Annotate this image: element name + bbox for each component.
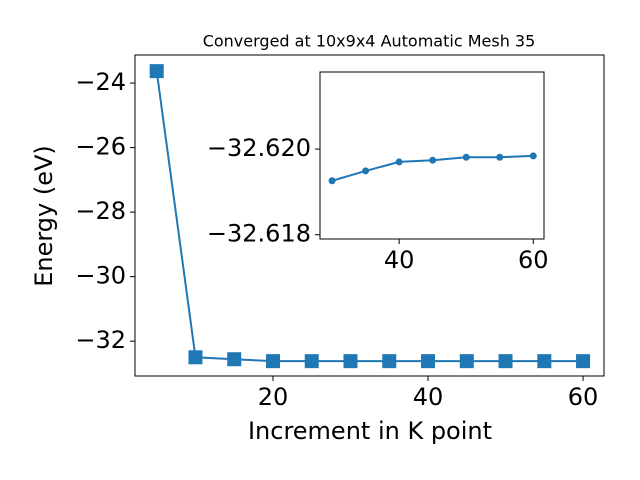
marker — [462, 153, 470, 161]
marker — [576, 354, 591, 369]
marker — [382, 354, 397, 369]
marker — [328, 177, 336, 185]
marker — [537, 354, 552, 369]
y-tick-label: −26 — [75, 133, 126, 161]
x-tick-label: 40 — [384, 246, 415, 274]
y-axis-label: Energy (eV) — [30, 145, 58, 287]
y-tick-label: −32 — [75, 326, 126, 354]
y-tick-label: −24 — [75, 68, 126, 96]
marker — [149, 64, 164, 79]
marker — [227, 352, 242, 367]
marker — [498, 354, 513, 369]
y-tick-label: −28 — [75, 197, 126, 225]
chart-title: Converged at 10x9x4 Automatic Mesh 35 — [203, 32, 536, 51]
y-tick-label: −32.618 — [207, 220, 311, 248]
y-tick-label: −30 — [75, 262, 126, 290]
marker — [421, 354, 436, 369]
x-tick-label: 20 — [258, 383, 289, 411]
marker — [304, 354, 319, 369]
marker — [429, 156, 437, 164]
marker — [529, 152, 537, 160]
marker — [362, 167, 370, 175]
marker — [496, 153, 504, 161]
plot-area — [319, 71, 545, 240]
x-axis-label: Increment in K point — [248, 417, 492, 445]
x-tick-label: 40 — [413, 383, 444, 411]
marker — [343, 354, 358, 369]
x-tick-label: 60 — [518, 246, 549, 274]
x-tick-label: 60 — [568, 383, 599, 411]
y-tick-label: −32.620 — [207, 134, 311, 162]
marker — [265, 354, 280, 369]
marker — [459, 354, 474, 369]
marker — [188, 350, 203, 365]
marker — [395, 158, 403, 166]
